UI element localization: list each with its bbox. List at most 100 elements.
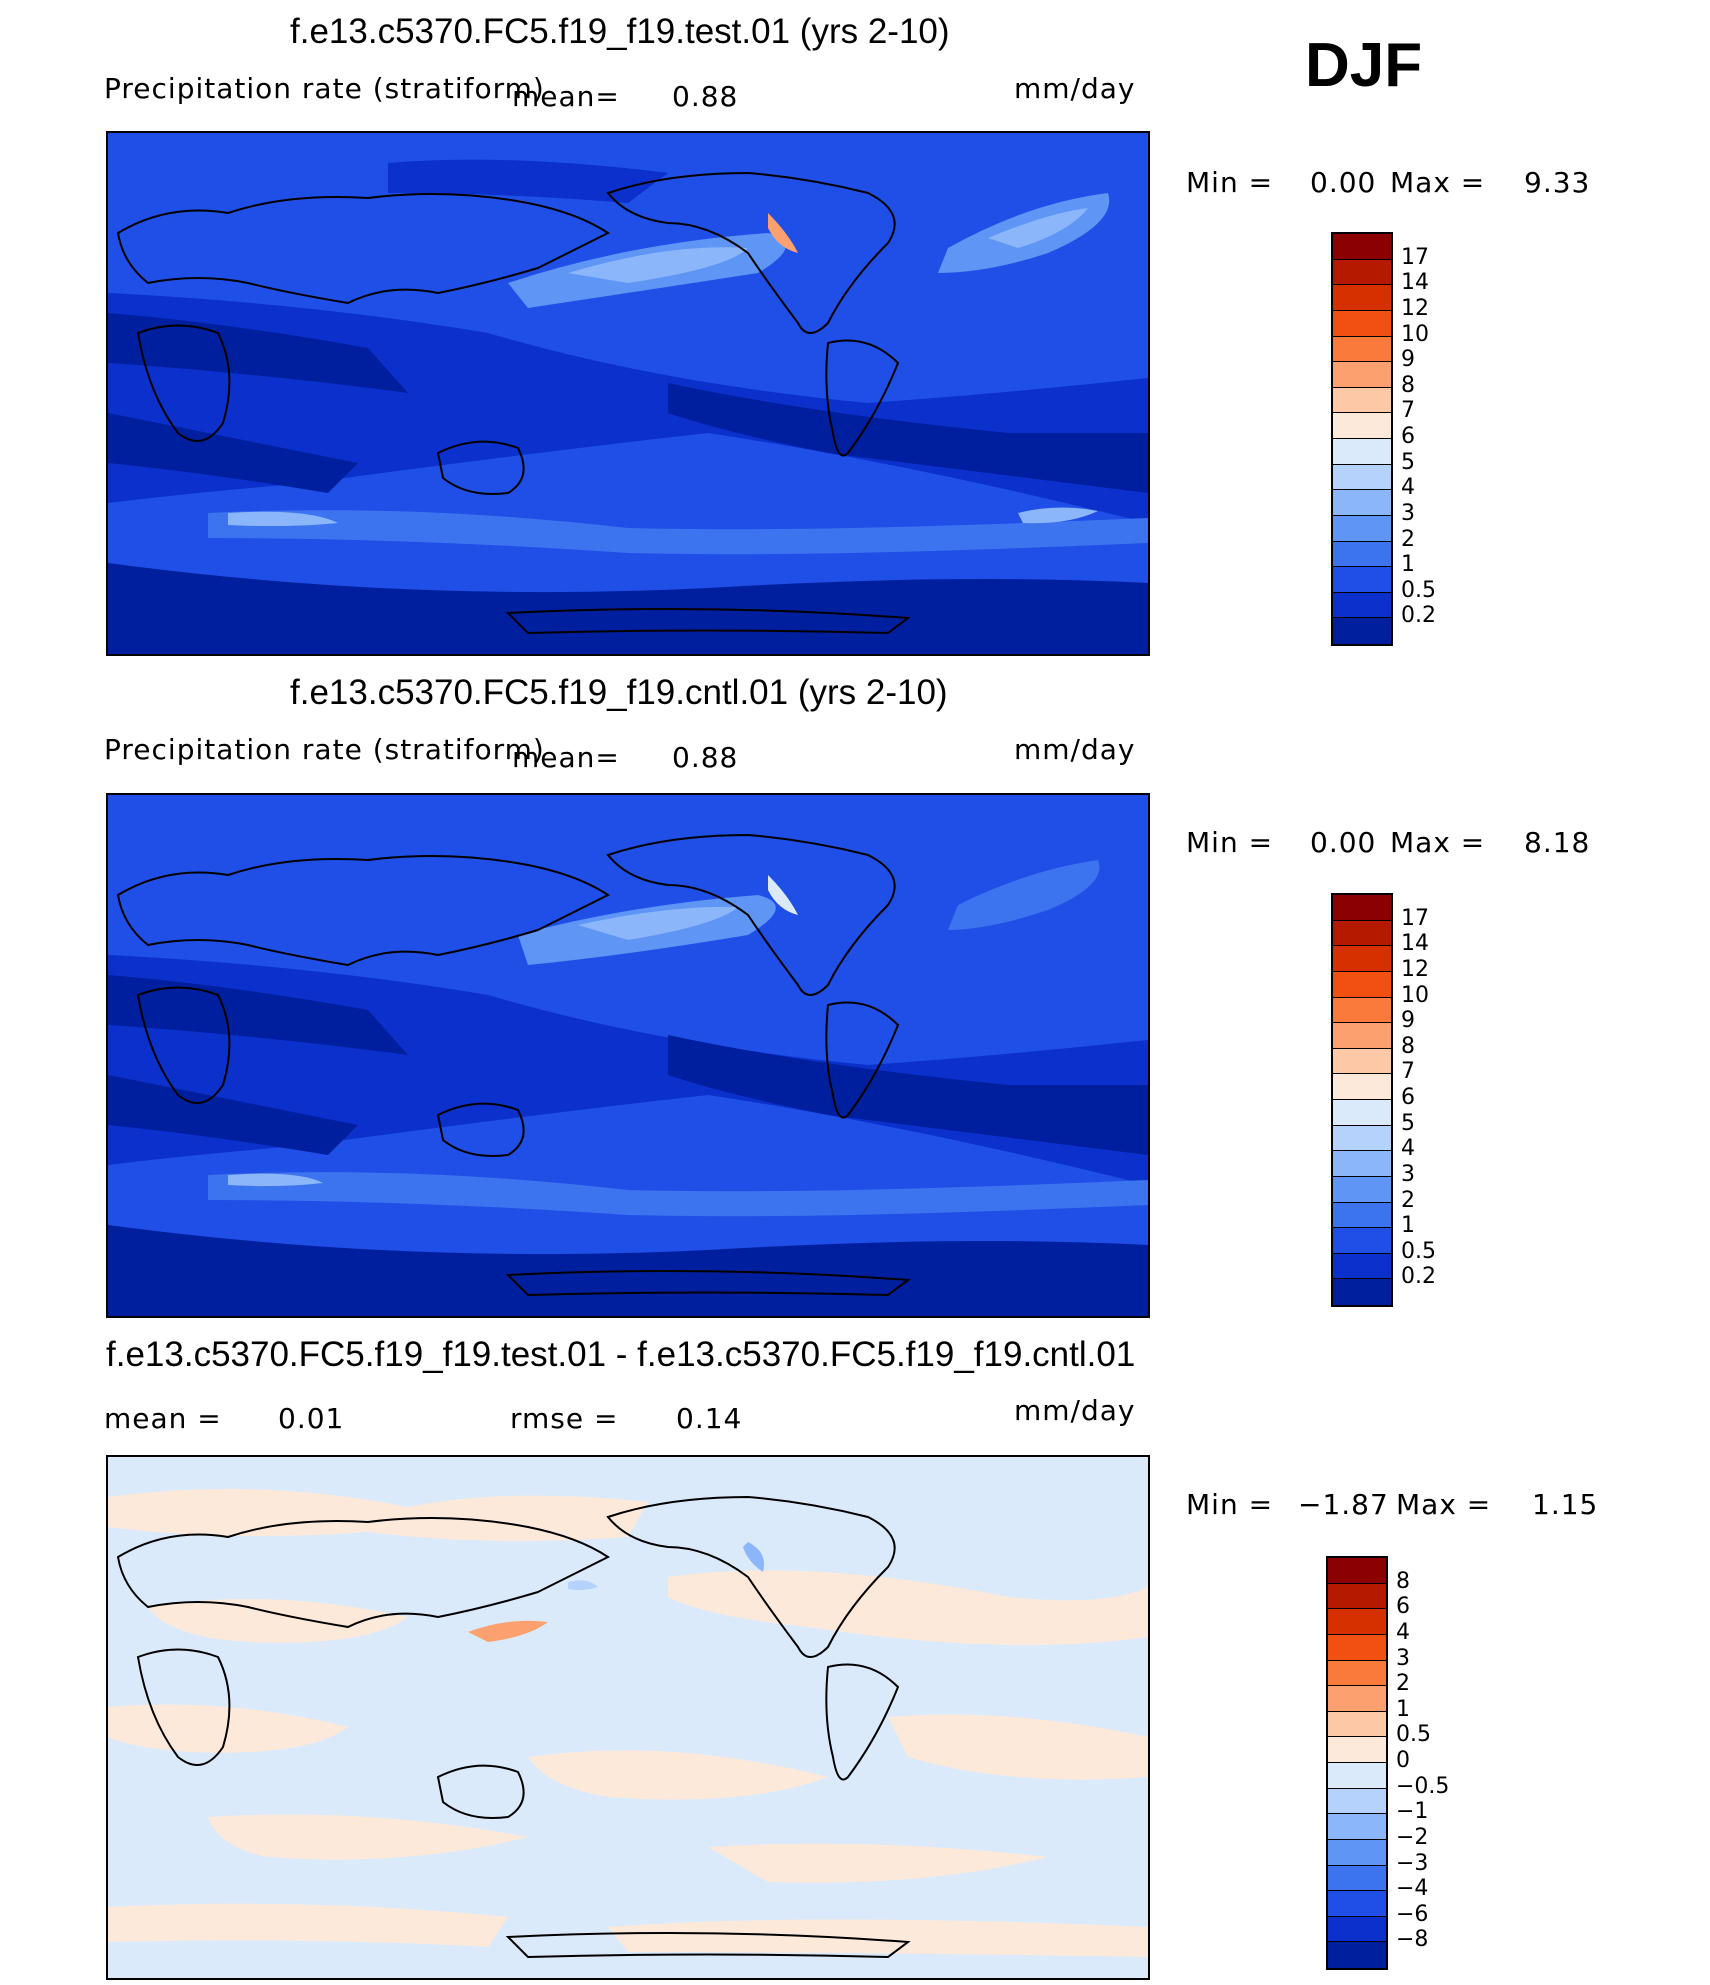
panel1-title: f.e13.c5370.FC5.f19_f19.test.01 (yrs 2-1… xyxy=(290,12,950,51)
colorbar-tick-label: 17 xyxy=(1401,244,1429,270)
colorbar-cell xyxy=(1333,567,1391,593)
colorbar-cell xyxy=(1333,895,1391,921)
colorbar-cell xyxy=(1333,234,1391,260)
colorbar-cell xyxy=(1333,1253,1391,1280)
colorbar-cell xyxy=(1333,1023,1391,1049)
colorbar-cell xyxy=(1328,1686,1386,1712)
panel3-rmse-value: 0.14 xyxy=(676,1402,743,1435)
panel3-min-value: −1.87 xyxy=(1298,1488,1389,1521)
colorbar-tick-label: −4 xyxy=(1396,1876,1429,1902)
panel3-title: f.e13.c5370.FC5.f19_f19.test.01 - f.e13.… xyxy=(106,1335,1136,1374)
colorbar-cell xyxy=(1328,1788,1386,1815)
panel1-units: mm/day xyxy=(1014,72,1136,105)
colorbar-tick-label: −1 xyxy=(1396,1799,1429,1825)
colorbar-tick-label: 9 xyxy=(1401,347,1415,373)
panel2-max-value: 8.18 xyxy=(1524,826,1591,859)
colorbar-cell xyxy=(1333,1202,1391,1229)
panel2-max-label: Max = xyxy=(1390,826,1486,859)
colorbar-cell xyxy=(1328,1814,1386,1840)
colorbar-tick-label: 1 xyxy=(1401,1213,1415,1239)
colorbar-tick-label: 0.5 xyxy=(1396,1722,1431,1748)
panel2-mean-label: mean= xyxy=(512,741,620,774)
colorbar-tick-label: 12 xyxy=(1401,956,1429,982)
panel2-units: mm/day xyxy=(1014,733,1136,766)
colorbar-cell xyxy=(1333,920,1391,947)
colorbar-cell xyxy=(1333,464,1391,491)
panel2-min-value: 0.00 xyxy=(1310,826,1377,859)
colorbar-cell xyxy=(1328,1865,1386,1892)
colorbar-cell xyxy=(1328,1737,1386,1763)
colorbar-cell xyxy=(1328,1583,1386,1610)
colorbar-cell xyxy=(1328,1891,1386,1917)
colorbar-tick-label: 6 xyxy=(1401,424,1415,449)
panel3-map xyxy=(106,1455,1150,1980)
panel3-rmse-label: rmse = xyxy=(510,1402,619,1435)
colorbar-cell xyxy=(1333,541,1391,568)
colorbar-tick-label: 14 xyxy=(1401,270,1429,296)
colorbar-tick-label: −6 xyxy=(1396,1901,1429,1927)
colorbar-tick-label: 3 xyxy=(1401,1161,1415,1187)
panel1-mean-value: 0.88 xyxy=(672,80,739,113)
colorbar-cell xyxy=(1328,1839,1386,1866)
colorbar-cell xyxy=(1328,1942,1386,1968)
colorbar-tick-label: 5 xyxy=(1401,449,1415,475)
panel1-colorbar xyxy=(1331,232,1393,646)
colorbar-tick-label: 6 xyxy=(1401,1085,1415,1110)
panel2-title: f.e13.c5370.FC5.f19_f19.cntl.01 (yrs 2-1… xyxy=(290,673,948,712)
panel1-min-label: Min = xyxy=(1186,166,1274,199)
colorbar-tick-label: 2 xyxy=(1401,526,1415,552)
colorbar-cell xyxy=(1328,1763,1386,1789)
colorbar-tick-label: 3 xyxy=(1396,1645,1410,1671)
panel3-units: mm/day xyxy=(1014,1394,1136,1427)
colorbar-cell xyxy=(1333,515,1391,542)
colorbar-tick-label: 4 xyxy=(1401,1136,1415,1162)
colorbar-tick-label: 0.5 xyxy=(1401,1238,1436,1264)
colorbar-cell xyxy=(1328,1558,1386,1584)
colorbar-cell xyxy=(1333,592,1391,619)
colorbar-cell xyxy=(1328,1609,1386,1635)
colorbar-cell xyxy=(1333,285,1391,311)
panel1-max-label: Max = xyxy=(1390,166,1486,199)
colorbar-tick-label: 4 xyxy=(1396,1619,1410,1645)
colorbar-tick-label: 12 xyxy=(1401,295,1429,321)
colorbar-cell xyxy=(1333,1151,1391,1177)
panel1-max-value: 9.33 xyxy=(1524,166,1591,199)
colorbar-tick-label: 5 xyxy=(1401,1110,1415,1136)
colorbar-cell xyxy=(1328,1916,1386,1943)
panel1-variable: Precipitation rate (stratiform) xyxy=(104,72,545,105)
panel3-colorbar xyxy=(1326,1556,1388,1970)
panel2-colorbar xyxy=(1331,893,1393,1307)
colorbar-tick-label: −8 xyxy=(1396,1927,1429,1953)
colorbar-cell xyxy=(1333,259,1391,286)
season-label: DJF xyxy=(1305,31,1423,100)
colorbar-tick-label: 8 xyxy=(1396,1568,1410,1594)
colorbar-tick-label: 8 xyxy=(1401,372,1415,398)
colorbar-tick-label: 6 xyxy=(1396,1594,1410,1620)
panel3-mean-label: mean = xyxy=(104,1402,222,1435)
panel1-map xyxy=(106,131,1150,656)
colorbar-tick-label: 0.2 xyxy=(1401,603,1436,629)
colorbar-cell xyxy=(1333,336,1391,363)
panel3-mean-value: 0.01 xyxy=(278,1402,345,1435)
colorbar-tick-label: 0.2 xyxy=(1401,1264,1436,1290)
panel3-max-value: 1.15 xyxy=(1532,1488,1599,1521)
colorbar-tick-label: 1 xyxy=(1396,1696,1410,1722)
panel3-min-label: Min = xyxy=(1186,1488,1274,1521)
colorbar-tick-label: 10 xyxy=(1401,982,1429,1008)
colorbar-cell xyxy=(1333,946,1391,972)
colorbar-tick-label: 7 xyxy=(1401,1059,1415,1085)
panel1-min-value: 0.00 xyxy=(1310,166,1377,199)
colorbar-cell xyxy=(1333,490,1391,516)
colorbar-cell xyxy=(1333,1125,1391,1152)
colorbar-tick-label: 3 xyxy=(1401,500,1415,526)
colorbar-tick-label: 2 xyxy=(1401,1187,1415,1213)
panel1-mean-label: mean= xyxy=(512,80,620,113)
colorbar-cell xyxy=(1333,618,1391,644)
colorbar-cell xyxy=(1333,997,1391,1024)
colorbar-cell xyxy=(1333,1074,1391,1100)
colorbar-tick-label: 0.5 xyxy=(1401,577,1436,603)
colorbar-tick-label: 14 xyxy=(1401,931,1429,957)
colorbar-cell xyxy=(1333,1176,1391,1203)
colorbar-cell xyxy=(1328,1660,1386,1687)
colorbar-tick-label: −0.5 xyxy=(1396,1773,1450,1799)
